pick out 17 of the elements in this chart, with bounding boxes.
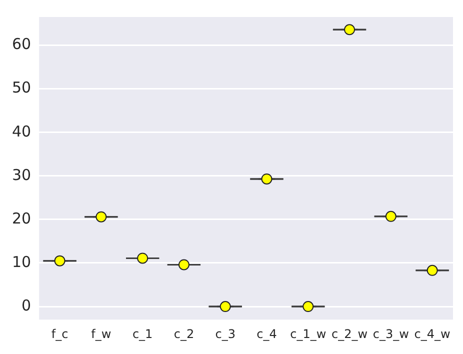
y-tick-label: 20 [12, 209, 32, 228]
x-tick-label: c_4 [256, 326, 277, 341]
x-tick-label: c_3_w [372, 326, 410, 341]
y-tick-label: 10 [12, 252, 32, 271]
y-tick-label: 60 [12, 35, 32, 54]
x-tick-label: c_2_w [332, 326, 368, 341]
x-tick-label: c_3 [215, 326, 236, 341]
x-tick-label: c_1_w [290, 326, 326, 341]
x-tick-label: c_1 [132, 326, 153, 341]
x-tick-label: f_c [51, 326, 68, 341]
y-tick-label: 50 [12, 78, 32, 97]
x-tick-label: f_w [91, 326, 112, 341]
y-tick-label: 40 [12, 122, 32, 140]
x-tick-label: c_2 [174, 326, 194, 341]
x-tick-label: c_4_w [414, 326, 451, 341]
y-tick-label: 0 [22, 296, 32, 314]
y-tick-label: 30 [12, 166, 32, 184]
